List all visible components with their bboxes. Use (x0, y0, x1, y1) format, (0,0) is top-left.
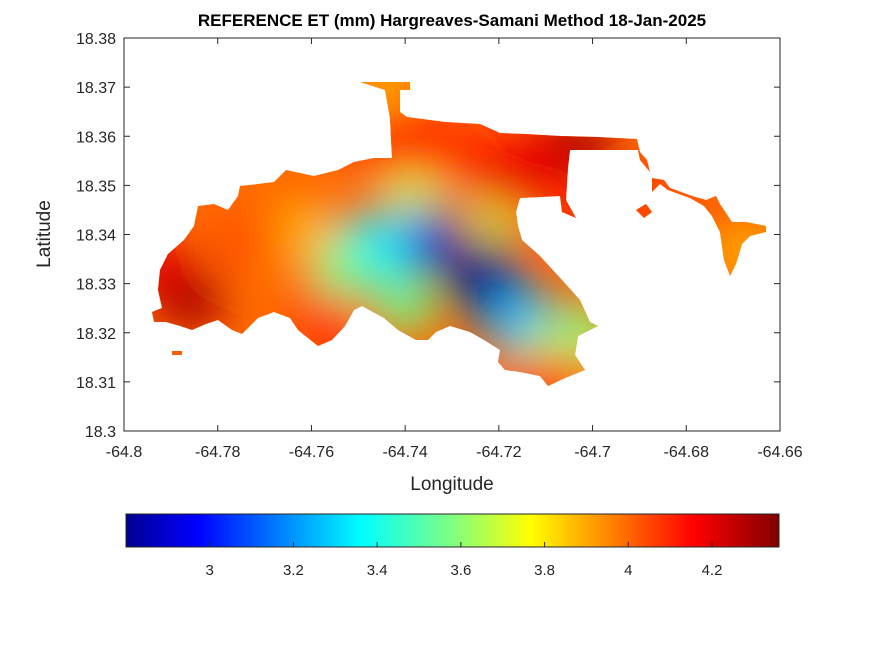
y-tick-label: 18.36 (76, 129, 116, 146)
colorbar-tick-label: 3.8 (534, 562, 555, 579)
field-sample (314, 238, 375, 299)
field-sample (375, 273, 436, 334)
y-tick-label: 18.34 (76, 228, 116, 245)
colorbar-tick-label: 3.2 (283, 562, 304, 579)
y-tick-label: 18.37 (76, 80, 116, 97)
x-axis-ticks: -64.8 -64.78 -64.76 -64.74 -64.72 -64.7 -64.68… (106, 38, 803, 461)
x-tick-label: -64.66 (757, 444, 802, 461)
y-tick-label: 18.32 (76, 326, 116, 343)
x-tick-label: -64.76 (289, 444, 334, 461)
field-sample (398, 120, 459, 181)
colorbar-tick-label: 3.6 (450, 562, 471, 579)
x-tick-label: -64.7 (574, 444, 611, 461)
x-tick-label: -64.68 (664, 444, 709, 461)
x-tick-label: -64.8 (106, 444, 143, 461)
y-tick-label: 18.33 (76, 277, 116, 294)
field-sample (164, 273, 225, 334)
colorbar-tick-label: 4 (624, 562, 632, 579)
x-tick-label: -64.72 (476, 444, 521, 461)
colorbar-tick-label: 3.4 (367, 562, 388, 579)
colorbar-ticks: 3 3.2 3.4 3.6 3.8 4 4.2 (206, 542, 723, 579)
field-sample (211, 214, 272, 275)
y-axis-label: Latitude (34, 200, 55, 268)
y-axis-ticks: 18.3 18.31 18.32 18.33 18.34 18.35 18.36 18.37 1… (76, 31, 780, 441)
chart-title: REFERENCE ET (mm) Hargreaves-Samani Meth… (198, 11, 706, 30)
y-tick-label: 18.3 (85, 424, 116, 441)
y-tick-label: 18.38 (76, 31, 116, 48)
colorbar-tick-label: 4.2 (702, 562, 723, 579)
y-tick-label: 18.35 (76, 178, 116, 195)
colorbar (125, 513, 780, 548)
y-tick-label: 18.31 (76, 375, 116, 392)
x-tick-label: -64.78 (195, 444, 240, 461)
x-axis-label: Longitude (410, 474, 493, 495)
colorbar-tick-label: 3 (206, 562, 214, 579)
x-tick-label: -64.74 (382, 444, 427, 461)
